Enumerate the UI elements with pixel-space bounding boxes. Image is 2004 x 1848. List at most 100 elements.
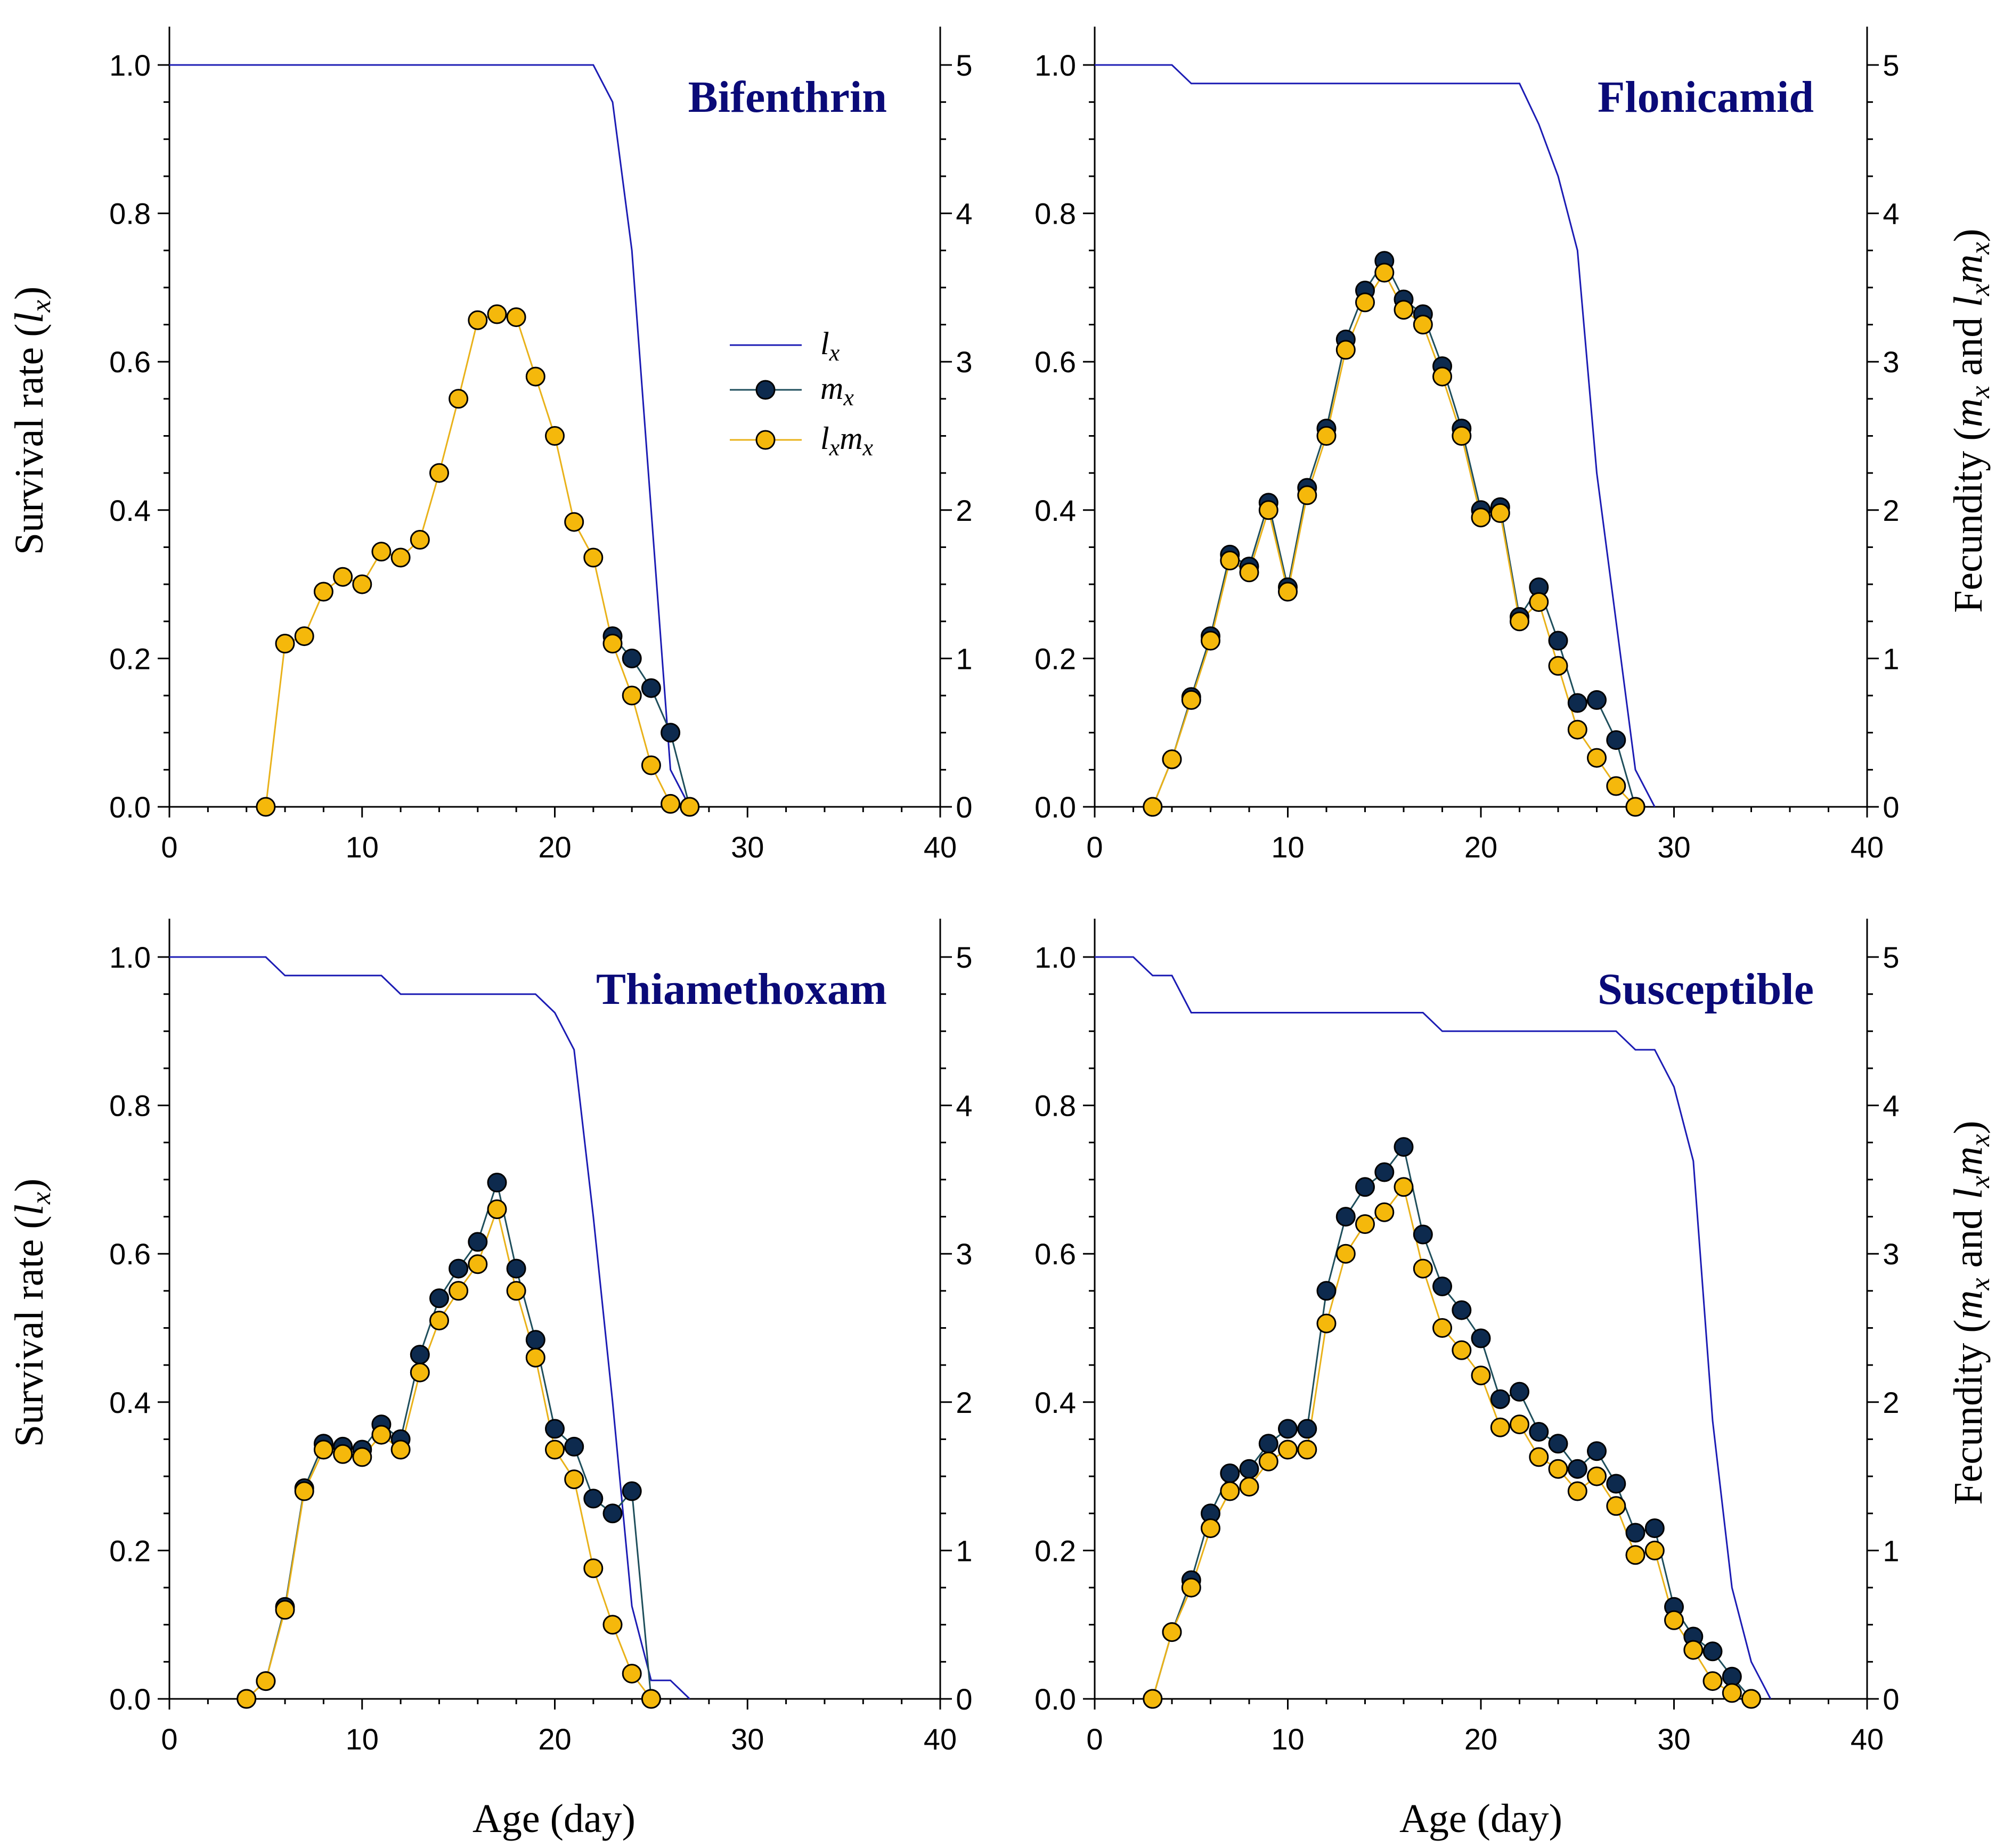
- y-tick-label: 0.6: [1034, 1237, 1076, 1271]
- legend-lxmx-label: lxmx: [820, 421, 874, 461]
- lxmx-point: [545, 1440, 565, 1460]
- y2-tick-label: 1: [1883, 1534, 1899, 1567]
- mx-point: [487, 1173, 507, 1192]
- y-tick-label: 0.2: [109, 1534, 151, 1567]
- chart-panel-susceptible: 0 10 20 30 40 0.0 0.2 0.4 0.6 0.8 1.0 0 1 2 3 4 5 Suscept…: [1034, 919, 1900, 1756]
- y-axis-title-text: Survival rate (lx): [7, 287, 56, 555]
- mx-point: [1490, 1389, 1510, 1409]
- lxmx-point: [1181, 690, 1201, 710]
- lxmx-point: [1587, 1466, 1607, 1486]
- x-tick-label: 30: [1657, 1722, 1690, 1756]
- lxmx-point: [1471, 1365, 1491, 1386]
- lxmx-point: [1258, 1451, 1278, 1471]
- lxmx-point: [294, 1481, 314, 1501]
- lxmx-point: [1722, 1683, 1742, 1703]
- y2-tick-label: 4: [956, 1089, 972, 1123]
- mx-point: [506, 1258, 526, 1279]
- lxmx-point: [1239, 1477, 1259, 1497]
- lxmx-point: [1452, 426, 1472, 446]
- x-tick-label: 10: [1271, 830, 1304, 864]
- panel-title: Flonicamid: [1598, 72, 1814, 122]
- mx-point: [545, 1419, 565, 1439]
- x-tick-label: 30: [731, 830, 764, 864]
- x-tick-label: 20: [538, 830, 571, 864]
- x-tick-label: 10: [1271, 1722, 1304, 1756]
- lxmx-point: [1529, 1447, 1549, 1467]
- lxmx-point: [1413, 315, 1433, 334]
- lxmx-point: [1432, 366, 1452, 387]
- lxmx-point: [1664, 1610, 1684, 1630]
- y2-tick-label: 4: [1883, 197, 1899, 231]
- panel-title: Thiamethoxam: [596, 964, 887, 1014]
- lxmx-point: [1432, 1318, 1452, 1338]
- mx-point: [1452, 1300, 1472, 1320]
- lxmx-point: [333, 1444, 353, 1464]
- y2-tick-label: 2: [1883, 1386, 1899, 1419]
- mx-point: [622, 1481, 642, 1501]
- y2-tick-label: 1: [956, 1534, 972, 1567]
- mx-point: [1606, 730, 1626, 750]
- mx-point: [1548, 631, 1568, 651]
- mx-point: [1702, 1641, 1723, 1662]
- x-tick-label: 10: [346, 1722, 379, 1756]
- lxmx-point: [429, 1311, 449, 1331]
- y2-tick-label: 2: [1883, 494, 1899, 527]
- mx-point: [1548, 1434, 1568, 1454]
- y-tick-label: 0.2: [1034, 642, 1076, 675]
- y2-tick-label: 3: [1883, 1237, 1899, 1271]
- lxmx-point: [641, 1689, 661, 1709]
- lxmx-point: [333, 567, 353, 587]
- mx-point: [410, 1345, 430, 1365]
- lxmx-point: [1625, 1545, 1645, 1565]
- lxmx-point: [1741, 1689, 1761, 1709]
- lxmx-point: [1374, 263, 1395, 283]
- mx-point: [1644, 1518, 1665, 1539]
- lxmx-point: [622, 685, 642, 706]
- mx-point: [1567, 1459, 1587, 1479]
- y-axis-title-left-top: Survival rate (lx): [7, 287, 56, 555]
- mx-point: [449, 1258, 469, 1279]
- legend-lx-label: lx: [820, 326, 840, 366]
- y2-tick-label: 3: [956, 1237, 972, 1271]
- y-tick-label: 0.8: [109, 197, 151, 231]
- lxmx-point: [1548, 656, 1568, 676]
- lxmx-point: [525, 1347, 545, 1368]
- y-axis-title-left-bottom: Survival rate (lx): [7, 1179, 56, 1447]
- lxmx-point: [1374, 1202, 1395, 1222]
- y-tick-label: 0.8: [1034, 1089, 1076, 1123]
- mx-point: [1335, 1207, 1356, 1227]
- x-tick-label: 30: [731, 1722, 764, 1756]
- x-axis-title-left: Age (day): [473, 1796, 636, 1841]
- lxmx-point: [468, 310, 488, 330]
- y2-tick-label: 5: [1883, 48, 1899, 82]
- lxmx-point: [1355, 1214, 1375, 1234]
- lxmx-point: [602, 1615, 623, 1635]
- lxmx-point: [1162, 1622, 1182, 1642]
- legend-mx-label: mx: [820, 371, 854, 411]
- y-tick-label: 0.4: [109, 1386, 151, 1419]
- lxmx-point: [1452, 1340, 1472, 1360]
- y-tick-label: 0.6: [109, 345, 151, 379]
- x-axis-title-right: Age (day): [1399, 1796, 1562, 1841]
- y2-tick-label: 3: [1883, 345, 1899, 379]
- mx-point: [1587, 1441, 1607, 1461]
- chart-panel-thiamethoxam: 0 10 20 30 40 0.0 0.2 0.4 0.6 0.8 1.0 0 1 2 3 4 5 Thiamet…: [109, 919, 973, 1756]
- y-tick-label: 0.0: [1034, 790, 1076, 824]
- y-tick-label: 0.6: [1034, 345, 1076, 379]
- y2-tick-label: 3: [956, 345, 972, 379]
- x-tick-label: 0: [1086, 1722, 1103, 1756]
- x-tick-label: 0: [161, 1722, 177, 1756]
- lxmx-point: [371, 1425, 392, 1445]
- mx-point: [1355, 1177, 1375, 1197]
- lxmx-point: [1258, 500, 1278, 520]
- lxmx-point: [449, 389, 469, 409]
- x-tick-label: 40: [924, 830, 957, 864]
- lxmx-point: [1335, 340, 1356, 360]
- y-tick-label: 1.0: [109, 941, 151, 974]
- mx-point: [1432, 1277, 1452, 1296]
- lxmx-point: [506, 1281, 526, 1301]
- y2-tick-label: 4: [956, 197, 972, 231]
- mx-point: [1220, 1463, 1240, 1483]
- lxmx-point: [1239, 562, 1259, 583]
